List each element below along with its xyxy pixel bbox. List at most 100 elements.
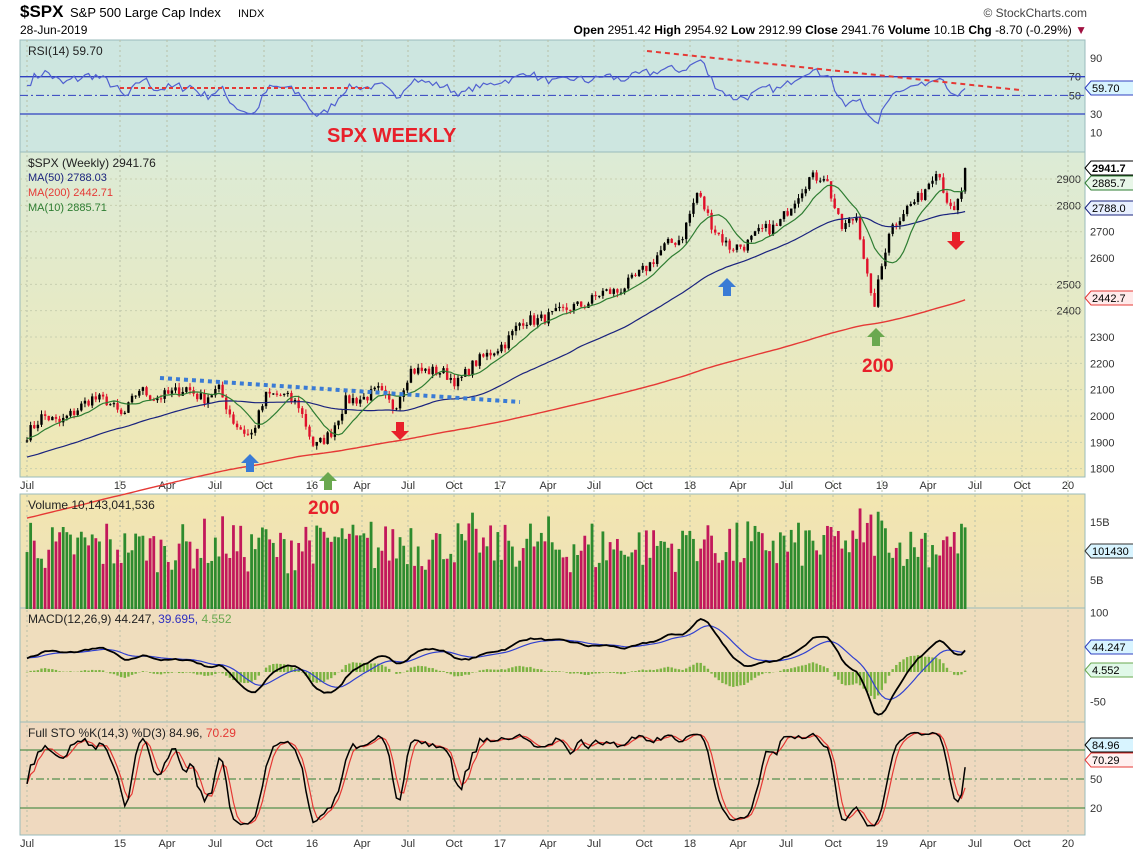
x-tick-label: Jul xyxy=(968,480,982,492)
macd-histogram-bar xyxy=(153,672,155,674)
macd-histogram-bar xyxy=(471,672,473,673)
y-tick-label: 2300 xyxy=(1090,332,1114,344)
volume-bar xyxy=(203,519,206,609)
sto-d: 70.29 xyxy=(206,726,236,740)
price-candle xyxy=(417,368,419,374)
price-candle xyxy=(366,397,368,400)
price-candle xyxy=(95,396,97,399)
macd-histogram-bar xyxy=(312,672,314,682)
macd-histogram-bar xyxy=(623,672,625,674)
macd-histogram-bar xyxy=(250,672,252,682)
price-candle xyxy=(819,181,821,182)
volume-bar xyxy=(395,558,398,609)
volume-bar xyxy=(40,559,43,609)
macd-histogram-bar xyxy=(942,663,944,672)
macd-histogram-bar xyxy=(80,671,82,672)
price-candle xyxy=(431,367,433,374)
x-tick-label: Jul xyxy=(587,480,601,492)
price-candle xyxy=(171,390,173,393)
volume-bar xyxy=(736,523,739,609)
volume-bar xyxy=(783,536,786,609)
macd-histogram-bar xyxy=(435,670,437,672)
volume-bar xyxy=(362,533,365,609)
volume-label: Volume 10,143,041,536 xyxy=(28,498,155,512)
price-candle xyxy=(102,395,104,397)
volume-bar xyxy=(620,551,623,609)
price-candle xyxy=(352,398,354,403)
macd-histogram-bar xyxy=(649,670,651,672)
macd-histogram-bar xyxy=(569,672,571,674)
volume-bar xyxy=(819,555,822,609)
macd-histogram-bar xyxy=(211,672,213,675)
y-tick-label: 5B xyxy=(1090,575,1103,587)
price-candle xyxy=(692,203,694,214)
volume-bar xyxy=(877,512,880,609)
volume-bar xyxy=(630,552,633,609)
volume-bar xyxy=(801,566,804,609)
volume-bar xyxy=(471,513,474,609)
value-tag: 59.70 xyxy=(1085,81,1133,95)
price-candle xyxy=(341,414,343,421)
volume-bar xyxy=(261,528,264,609)
macd-histogram-bar xyxy=(638,670,640,672)
price-candle xyxy=(689,214,691,223)
price-candle xyxy=(446,368,448,380)
price-candle xyxy=(663,243,665,250)
macd-histogram-bar xyxy=(558,671,560,672)
volume-bar xyxy=(964,527,967,609)
volume-bar xyxy=(591,524,594,609)
macd-value: MACD(12,26,9) 44.247, xyxy=(28,612,155,626)
macd-histogram-bar xyxy=(160,672,162,674)
macd-histogram-bar xyxy=(899,662,901,672)
macd-histogram-bar xyxy=(580,672,582,674)
volume-bar xyxy=(953,532,956,609)
macd-histogram-bar xyxy=(200,672,202,675)
x-tick-label: Apr xyxy=(729,838,746,849)
value-tag-text: 2788.0 xyxy=(1092,203,1126,215)
volume-bar xyxy=(366,538,369,609)
price-candle xyxy=(613,289,615,294)
volume-bar xyxy=(554,550,557,609)
volume-bar xyxy=(254,549,257,609)
price-candle xyxy=(475,361,477,366)
macd-histogram-bar xyxy=(754,672,756,678)
macd-histogram-bar xyxy=(537,669,539,672)
macd-histogram-bar xyxy=(91,670,93,672)
volume-value: 10.1B xyxy=(934,23,965,37)
volume-bar xyxy=(109,539,112,609)
price-candle xyxy=(732,250,734,251)
x-tick-label: 17 xyxy=(494,480,506,492)
x-tick-label: Jul xyxy=(208,480,222,492)
volume-bar xyxy=(207,563,210,609)
price-candle xyxy=(493,353,495,355)
macd-histogram-bar xyxy=(591,672,593,674)
open-label: Open xyxy=(574,23,605,37)
ohlc-summary: Open 2951.42 High 2954.92 Low 2912.99 Cl… xyxy=(574,23,1087,37)
macd-histogram-bar xyxy=(450,672,452,674)
volume-bar xyxy=(873,556,876,609)
macd-histogram-bar xyxy=(446,672,448,673)
price-candle xyxy=(895,224,897,225)
volume-bar xyxy=(29,523,32,609)
volume-bar xyxy=(667,548,670,609)
volume-bar xyxy=(949,547,952,609)
volume-bar xyxy=(279,533,282,609)
price-candle xyxy=(439,373,441,374)
price-candle xyxy=(279,395,281,396)
volume-bar xyxy=(576,555,579,609)
price-candle xyxy=(891,224,893,233)
volume-bar xyxy=(65,532,68,609)
macd-histogram-bar xyxy=(964,671,966,672)
price-candle xyxy=(511,331,513,335)
volume-bar xyxy=(80,532,83,609)
volume-bar xyxy=(181,524,184,609)
x-tick-label: Jul xyxy=(401,838,415,849)
price-candle xyxy=(935,174,937,181)
macd-histogram-bar xyxy=(823,666,825,672)
volume-bar xyxy=(844,540,847,609)
price-candle xyxy=(312,437,314,446)
price-candle xyxy=(374,388,376,389)
price-candle xyxy=(685,223,687,239)
price-candle xyxy=(395,408,397,409)
volume-bar xyxy=(696,561,699,609)
